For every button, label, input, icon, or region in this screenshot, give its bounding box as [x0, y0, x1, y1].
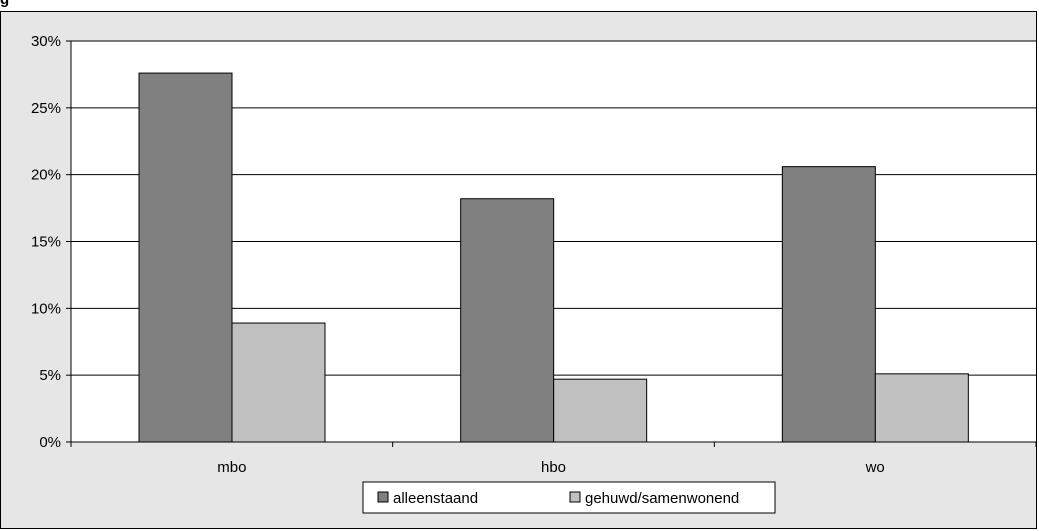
y-tick-label: 5%	[39, 367, 61, 384]
bars	[138, 72, 969, 443]
bar-gehuwd-samenwonend-wo	[874, 373, 969, 443]
bar-chart: 0% 5% 10% 15% 20% 25% 30% mbo hbo wo alleenstaand…	[31, 33, 1036, 514]
legend-swatch-gehuwd-samenwonend	[569, 491, 581, 503]
legend-box	[362, 481, 776, 514]
chart-frame: 0% 5% 10% 15% 20% 25% 30% mbo hbo wo alleenstaand…	[0, 11, 1037, 529]
figure-caption: g	[0, 0, 9, 8]
y-tick-label: 15%	[31, 234, 61, 251]
bar-gehuwd-samenwonend-hbo	[553, 378, 648, 443]
y-tick-label: 30%	[31, 33, 61, 50]
legend: alleenstaand gehuwd/samenwonend	[362, 481, 776, 514]
bar-alleenstaand-wo	[781, 166, 876, 443]
y-tick-label: 20%	[31, 167, 61, 184]
y-tick-label: 10%	[31, 300, 61, 317]
bar-gehuwd-samenwonend-mbo	[231, 322, 326, 443]
legend-swatch-alleenstaand	[377, 491, 389, 503]
x-tick-label: mbo	[217, 459, 246, 476]
legend-label: gehuwd/samenwonend	[585, 490, 739, 507]
y-tick-label: 0%	[39, 434, 61, 451]
axes: 0% 5% 10% 15% 20% 25% 30% mbo hbo wo	[31, 33, 1036, 476]
y-tick-label: 25%	[31, 100, 61, 117]
legend-label: alleenstaand	[393, 490, 478, 507]
bar-alleenstaand-mbo	[138, 72, 233, 443]
x-tick-label: wo	[865, 459, 885, 476]
bar-alleenstaand-hbo	[460, 198, 555, 443]
x-tick-label: hbo	[541, 459, 566, 476]
